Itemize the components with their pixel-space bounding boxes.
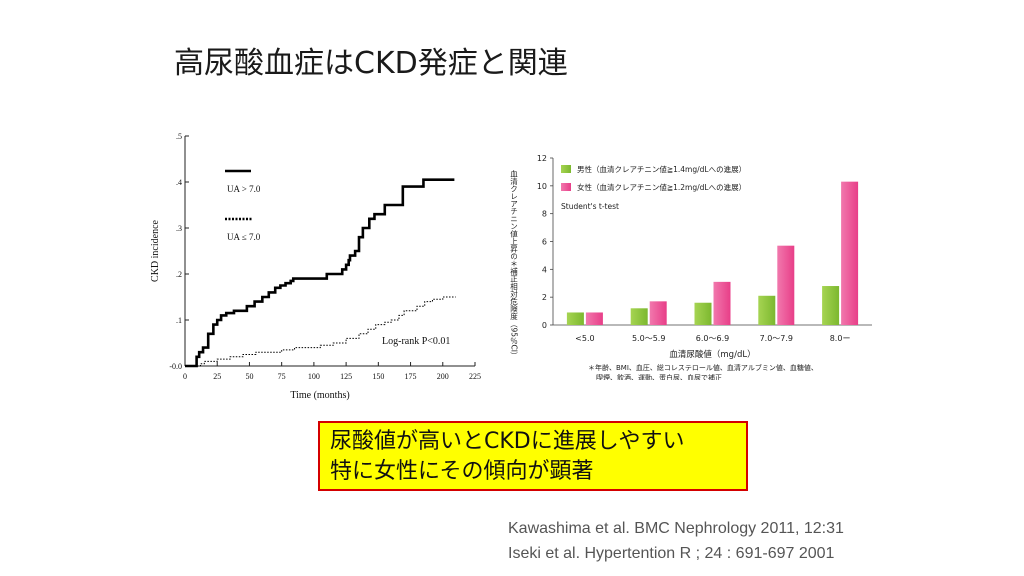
km-lines <box>185 178 456 368</box>
km-x-tick-label: 150 <box>372 372 384 381</box>
bar-y-tick-label: 0 <box>542 321 547 330</box>
km-y-tick-label: .1 <box>176 316 182 325</box>
bar-x-tick-label: 7.0〜7.9 <box>760 334 793 343</box>
bar-footnote-line2: 喫煙、飲酒、運動、蛋白尿、血尿で補正 <box>596 373 722 380</box>
bar-male <box>630 308 648 325</box>
km-x-tick-label: 125 <box>340 372 352 381</box>
bar-ttest-annotation: Student's t-test <box>561 202 619 211</box>
km-x-tick-label: 75 <box>278 372 286 381</box>
relative-risk-bar-chart: 0 2 4 6 8 10 12 <5.0 5.0〜5.9 6.0〜6.9 7.0〜7.9 8.0ー 男… <box>509 154 872 380</box>
km-y-tick-label: .4 <box>176 178 182 187</box>
bar-female <box>777 245 795 325</box>
bar-legend-swatch-female <box>561 183 571 191</box>
bar-female <box>841 181 859 325</box>
km-x-tick-label: 200 <box>437 372 449 381</box>
bar-axes: 0 2 4 6 8 10 12 <5.0 5.0〜5.9 6.0〜6.9 7.0〜7.9 8.0ー <box>537 154 872 343</box>
bar-y-tick-label: 8 <box>542 210 547 219</box>
km-y-axis-label: CKD incidence <box>150 219 161 281</box>
bar-y-axis-label: 血清クレアチニン値上昇の＊補正相対危険度（95％CI） <box>509 169 518 360</box>
bar-y-tick-label: 6 <box>542 238 547 247</box>
bar-x-tick-label: 5.0〜5.9 <box>632 334 665 343</box>
km-y-tick-label: .2 <box>176 270 182 279</box>
bar-y-tick-label: 10 <box>537 182 547 191</box>
km-x-tick-label: 25 <box>213 372 221 381</box>
bar-female <box>649 301 667 325</box>
bar-male <box>694 302 712 325</box>
bar-legend-label-male: 男性（血清クレアチニン値≧1.4mg/dLへの進展） <box>577 164 746 174</box>
km-y-tick-label: -0.0 <box>169 362 182 371</box>
bar-footnote-line1: ＊年齢、BMI、血圧、総コレステロール値、血清アルブミン値、血糖値、 <box>588 363 818 372</box>
km-y-tick-label: .3 <box>176 224 182 233</box>
slide-title: 高尿酸血症はCKD発症と関連 <box>174 46 568 81</box>
bar-male <box>822 286 840 325</box>
bar-x-tick-label: <5.0 <box>575 334 594 343</box>
bar-bars <box>566 181 859 325</box>
reference-2: Iseki et al. Hypertention R ; 24 : 691-6… <box>508 545 835 562</box>
bar-y-tick-label: 4 <box>542 265 547 274</box>
km-line-ua-high <box>185 178 455 368</box>
bar-y-tick-label: 2 <box>542 293 547 302</box>
km-x-tick-label: 175 <box>405 372 417 381</box>
km-legend: UA > 7.0 UA ≤ 7.0 <box>225 169 261 242</box>
bar-female <box>585 312 603 325</box>
bar-legend-swatch-male <box>561 165 571 173</box>
bar-legend-label-female: 女性（血清クレアチニン値≧1.2mg/dLへの進展） <box>577 182 746 192</box>
bar-y-tick-label: 12 <box>537 154 547 163</box>
km-axes: -0.0 .1 .2 .3 .4 .5 0 25 50 75 100 125 150 175 200 225 <box>169 132 481 381</box>
bar-male <box>566 312 584 325</box>
km-x-tick-label: 100 <box>308 372 320 381</box>
bar-x-tick-label: 8.0ー <box>830 334 851 343</box>
bar-legend: 男性（血清クレアチニン値≧1.4mg/dLへの進展） 女性（血清クレアチニン値≧1… <box>561 164 746 192</box>
bar-x-axis-label: 血清尿酸値（mg/dL） <box>669 349 755 360</box>
bar-x-tick-label: 6.0〜6.9 <box>696 334 729 343</box>
reference-1: Kawashima et al. BMC Nephrology 2011, 12… <box>508 520 844 537</box>
km-line-ua-low <box>185 296 456 367</box>
km-legend-label-1: UA > 7.0 <box>227 184 261 194</box>
key-message-line2: 特に女性にその傾向が顕著 <box>330 459 594 484</box>
ckd-incidence-chart: -0.0.1.2.3.4.50 25 50 75 100 125 150 175 200 225 … <box>150 132 481 401</box>
km-x-tick-label: 0 <box>183 372 187 381</box>
km-y-tick-label: .5 <box>176 132 182 141</box>
bar-male <box>758 295 776 325</box>
km-x-tick-label: 50 <box>245 372 253 381</box>
km-x-tick-label: 225 <box>469 372 481 381</box>
references: Kawashima et al. BMC Nephrology 2011, 12… <box>508 516 844 566</box>
key-message-line1: 尿酸値が高いとCKDに進展しやすい <box>330 429 685 454</box>
km-legend-label-2: UA ≤ 7.0 <box>227 232 261 242</box>
bar-female <box>713 281 731 325</box>
km-x-axis-label: Time (months) <box>290 390 349 401</box>
km-logrank-annotation: Log-rank P<0.01 <box>382 336 450 347</box>
key-message-box: 尿酸値が高いとCKDに進展しやすい 特に女性にその傾向が顕著 <box>318 421 748 491</box>
